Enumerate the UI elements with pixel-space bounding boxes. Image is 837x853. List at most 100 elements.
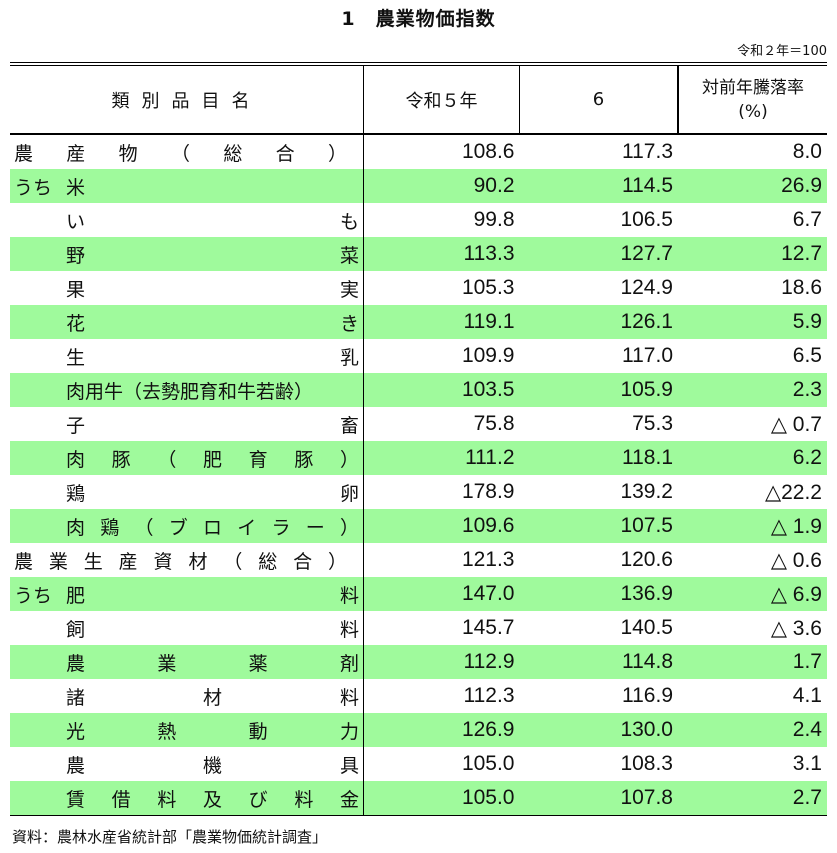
value-year1: 113.3 xyxy=(363,237,520,271)
value-rate: △ 3.6 xyxy=(770,616,822,640)
row-label: 子 畜 xyxy=(10,407,364,441)
value-year2: 117.0 xyxy=(622,344,673,367)
value-year1: 103.5 xyxy=(363,373,520,407)
header-rate: 対前年騰落率 (%) xyxy=(678,64,827,135)
table-row: うち米 90.2 114.5 26.9 xyxy=(10,169,827,203)
value-year2: 124.9 xyxy=(620,276,673,299)
value-rate: 6.2 xyxy=(678,441,827,475)
row-name: い も xyxy=(66,210,359,233)
source-note: 資料：農林水産省統計部「農業物価統計調査」 xyxy=(12,828,328,846)
value-rate: 2.4 xyxy=(678,713,827,747)
row-prefix: うち xyxy=(14,584,53,607)
row-label: 農 機 具 xyxy=(10,747,364,781)
row-name: 子 畜 xyxy=(66,414,359,437)
row-label: うち肥 料 xyxy=(10,577,364,611)
table-row: 子 畜 75.8 75.3 △ 0.7 xyxy=(10,407,827,441)
header-category: 類別品目名 xyxy=(10,64,364,135)
value-year1: 147.0 xyxy=(363,577,520,611)
value-year2: 106.5 xyxy=(620,208,673,231)
value-rate: 2.7 xyxy=(678,781,827,816)
table-row: 光 熱 動 力 126.9 130.0 2.4 xyxy=(10,713,827,747)
value-year2: 107.5 xyxy=(519,509,678,543)
value-year2: 127.7 xyxy=(519,237,678,271)
row-label: 光 熱 動 力 xyxy=(10,713,364,747)
value-year1: 75.8 xyxy=(473,412,515,435)
value-rate: 18.6 xyxy=(781,276,822,299)
table-row: 賃 借 料 及 び 料 金 105.0 107.8 2.7 xyxy=(10,781,827,816)
table-row: 野 菜 113.3 127.7 12.7 xyxy=(10,237,827,271)
table-row: 農 業 生 産 資 材 （ 総 合 ） 121.3 120.6 △ 0.6 xyxy=(10,543,827,577)
row-name: 農 機 具 xyxy=(66,754,359,777)
header-rate-unit: (%) xyxy=(738,101,768,122)
value-year2: 140.5 xyxy=(620,616,673,639)
row-label: 鶏 卵 xyxy=(10,475,364,509)
table-row: 生 乳 109.9 117.0 6.5 xyxy=(10,339,827,373)
value-year1: 105.0 xyxy=(461,752,515,775)
row-name: 諸 材 料 xyxy=(66,686,359,709)
value-year1: 108.6 xyxy=(461,140,515,163)
row-name: 農 業 薬 剤 xyxy=(66,652,359,675)
header-year2: 6 xyxy=(519,64,679,135)
value-year2: 136.9 xyxy=(519,577,678,611)
row-label: い も xyxy=(10,203,364,237)
value-year1: 105.0 xyxy=(363,781,520,816)
table-row: 鶏 卵 178.9 139.2 △22.2 xyxy=(10,475,827,509)
value-rate: △ 6.9 xyxy=(678,577,827,611)
row-name: 肉 豚 （ 肥 育 豚 ） xyxy=(66,448,359,471)
value-year1: 178.9 xyxy=(461,480,515,503)
value-year2: 117.3 xyxy=(622,140,673,163)
row-name: 肉用牛（去勢肥育和牛若齢） xyxy=(66,380,314,403)
row-label: 生 乳 xyxy=(10,339,364,373)
row-label: 飼 料 xyxy=(10,611,364,645)
table-row: うち肥 料 147.0 136.9 △ 6.9 xyxy=(10,577,827,611)
value-year1: 105.3 xyxy=(461,276,515,299)
row-label: 肉 鶏 （ ブ ロ イ ラ ー ） xyxy=(10,509,364,543)
value-rate: 5.9 xyxy=(678,305,827,339)
row-prefix: うち xyxy=(14,176,53,199)
row-label: うち米 xyxy=(10,169,364,203)
row-label: 花 き xyxy=(10,305,364,339)
value-year1: 112.3 xyxy=(463,684,515,707)
value-year1: 109.6 xyxy=(363,509,520,543)
value-year2: 116.9 xyxy=(622,684,673,707)
row-name: 米 xyxy=(66,176,86,199)
row-name: 果 実 xyxy=(66,278,359,301)
row-name: 花 き xyxy=(66,312,359,335)
value-rate: △ 0.7 xyxy=(770,412,822,436)
value-year2: 107.8 xyxy=(519,781,678,816)
value-rate: 6.7 xyxy=(792,208,822,231)
value-rate: △ 1.9 xyxy=(678,509,827,543)
table-row: 果 実 105.3 124.9 18.6 xyxy=(10,271,827,305)
row-name: 飼 料 xyxy=(66,618,359,641)
row-name: 賃 借 料 及 び 料 金 xyxy=(66,788,359,811)
row-name: 光 熱 動 力 xyxy=(66,720,359,743)
value-year1: 99.8 xyxy=(473,208,515,231)
row-label: 農 産 物 （ 総 合 ） xyxy=(10,134,364,169)
value-year1: 90.2 xyxy=(363,169,520,203)
value-year1: 145.7 xyxy=(461,616,515,639)
value-year1: 126.9 xyxy=(363,713,520,747)
value-rate: △22.2 xyxy=(764,480,822,504)
table-row: 肉用牛（去勢肥育和牛若齢） 103.5 105.9 2.3 xyxy=(10,373,827,407)
header-row: 類別品目名 令和５年 6 対前年騰落率 (%) xyxy=(10,64,827,135)
value-rate: 1.7 xyxy=(678,645,827,679)
row-label: 果 実 xyxy=(10,271,364,305)
row-label: 諸 材 料 xyxy=(10,679,364,713)
table-row: 農 業 薬 剤 112.9 114.8 1.7 xyxy=(10,645,827,679)
value-year2: 75.3 xyxy=(632,412,673,435)
page-title: 1 農業物価指数 xyxy=(341,8,496,30)
row-name: 野 菜 xyxy=(66,244,359,267)
value-rate: 2.3 xyxy=(678,373,827,407)
value-year2: 130.0 xyxy=(519,713,678,747)
row-name: 生 乳 xyxy=(66,346,359,369)
table-row: 農 機 具 105.0 108.3 3.1 xyxy=(10,747,827,781)
value-year2: 114.8 xyxy=(519,645,678,679)
table-row: 飼 料 145.7 140.5 △ 3.6 xyxy=(10,611,827,645)
value-year2: 114.5 xyxy=(519,169,678,203)
value-rate: 8.0 xyxy=(792,140,822,163)
row-label: 農 業 生 産 資 材 （ 総 合 ） xyxy=(10,543,364,577)
value-rate: 26.9 xyxy=(678,169,827,203)
row-label: 肉用牛（去勢肥育和牛若齢） xyxy=(10,373,364,407)
value-year2: 108.3 xyxy=(620,752,673,775)
row-label: 農 業 薬 剤 xyxy=(10,645,364,679)
